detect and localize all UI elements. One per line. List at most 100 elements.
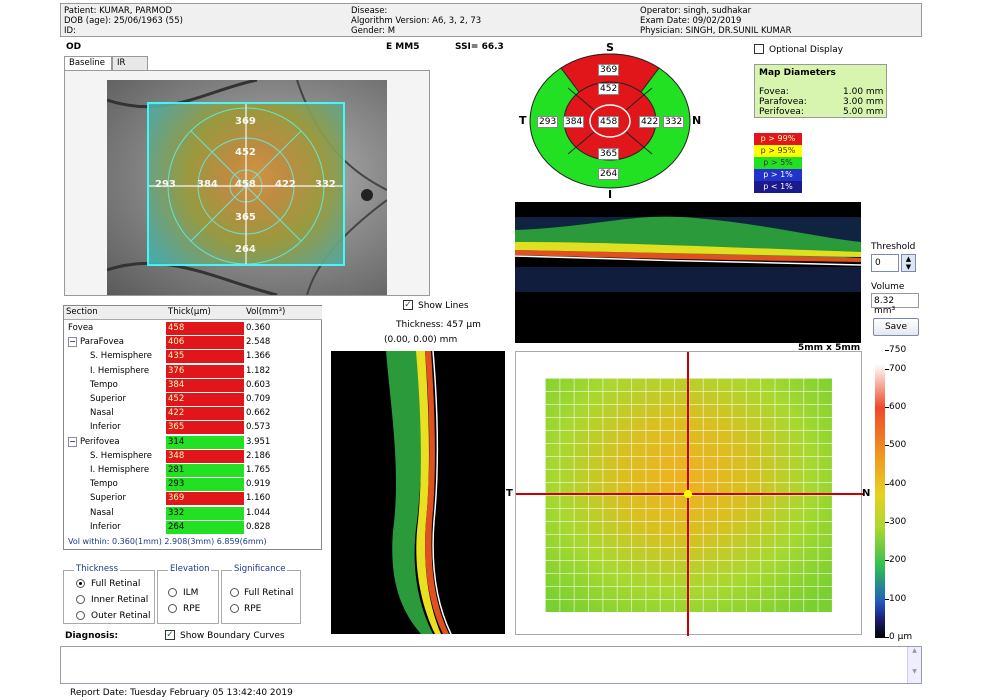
thickness-readout: Thickness: 457 µm <box>396 320 481 330</box>
collapse-toggle-icon[interactable]: − <box>68 436 77 447</box>
collapse-toggle-icon[interactable]: − <box>68 337 77 348</box>
coord-readout: (0.00, 0.00) mm <box>384 335 458 345</box>
volume-value: 8.32 mm³ <box>871 293 919 316</box>
section-label: Nasal <box>90 408 114 419</box>
show-lines-label: Show Lines <box>418 301 469 311</box>
report-date: Report Date: Tuesday February 05 13:42:4… <box>70 688 293 698</box>
table-row[interactable]: Nasal 332 1.044 <box>64 506 322 521</box>
fundus-val-superior-inner: 452 <box>235 147 256 158</box>
table-row[interactable]: Superior 452 0.709 <box>64 393 322 407</box>
table-row[interactable]: Inferior 365 0.573 <box>64 421 322 435</box>
show-lines-checkbox[interactable]: ✓ <box>403 300 413 310</box>
sig-full-retinal-label: Full Retinal <box>244 588 294 598</box>
table-row[interactable]: − ParaFovea 406 2.548 <box>64 336 322 350</box>
map-axis-t: T <box>506 488 513 499</box>
threshold-spinner[interactable]: ▲ ▼ <box>901 254 916 272</box>
volume-value: 0.573 <box>246 422 271 433</box>
thickness-value: 332 <box>168 507 185 518</box>
operator: Operator: singh, sudhakar <box>640 6 752 16</box>
table-row[interactable]: I. Hemisphere 281 1.765 <box>64 464 322 478</box>
table-row[interactable]: − Perifovea 314 3.951 <box>64 435 322 450</box>
thickness-status-cell <box>166 421 244 435</box>
show-boundary-checkbox[interactable]: ✓ <box>165 630 175 640</box>
eye-label: OD <box>66 42 82 52</box>
volume-value: 1.366 <box>246 351 271 362</box>
elevation-group: Elevation ILM RPE <box>157 564 219 624</box>
sig-full-retinal-radio[interactable] <box>230 588 239 597</box>
thickness-color-map[interactable] <box>515 351 863 636</box>
patient-header: Patient: KUMAR, PARMOD DOB (age): 25/06/… <box>60 3 922 37</box>
fundus-val-inferior-inner: 365 <box>235 212 256 223</box>
outer-retinal-label: Outer Retinal <box>91 611 151 621</box>
thickness-value: 281 <box>168 465 185 475</box>
rpe-elevation-radio[interactable] <box>168 604 177 613</box>
fundus-val-inferior-outer: 264 <box>235 244 256 255</box>
table-row[interactable]: Nasal 422 0.662 <box>64 407 322 421</box>
section-label: Inferior <box>90 521 121 532</box>
colorbar-tick-mark <box>885 560 889 561</box>
patient-id: ID: <box>64 26 76 36</box>
table-row[interactable]: Superior 369 1.160 <box>64 492 322 506</box>
table-row[interactable]: Tempo 384 0.603 <box>64 378 322 393</box>
etdrs-label-s: S <box>606 41 614 54</box>
fovea-label: Fovea: <box>759 87 789 97</box>
volume-summary: Vol within: 0.360(1mm) 2.908(3mm) 6.859(… <box>68 537 267 546</box>
thickness-value: 384 <box>168 379 185 390</box>
etdrs-diagram <box>529 53 691 189</box>
threshold-input[interactable]: 0 <box>871 254 899 272</box>
colorbar-tick-label: 500 <box>889 440 907 450</box>
horizontal-bscan[interactable] <box>515 202 861 343</box>
inner-retinal-radio[interactable] <box>76 595 85 604</box>
volume-value: 2.186 <box>246 450 271 461</box>
table-row[interactable]: I. Hemisphere 376 1.182 <box>64 364 322 379</box>
show-boundary-label: Show Boundary Curves <box>180 631 285 641</box>
section-label: ParaFovea <box>80 337 124 348</box>
volume-value: 0.919 <box>246 479 271 490</box>
table-header-cell: Section <box>66 307 98 317</box>
thickness-value: 452 <box>168 394 185 404</box>
tab-ir[interactable]: IR <box>112 56 148 70</box>
legend-lt1: p < 1% <box>754 181 802 193</box>
colorbar-tick-mark <box>885 599 889 600</box>
volume-value: 3.951 <box>246 436 271 447</box>
ilm-radio[interactable] <box>168 588 177 597</box>
scan-type: E MM5 <box>386 42 420 52</box>
table-row[interactable]: Tempo 293 0.919 <box>64 478 322 492</box>
tab-baseline[interactable]: Baseline <box>64 56 112 71</box>
significance-group-title: Significance <box>232 564 288 574</box>
section-label: Tempo <box>90 379 118 390</box>
table-row[interactable]: Fovea 458 0.360 <box>64 322 322 336</box>
outer-retinal-radio[interactable] <box>76 611 85 620</box>
fundus-val-nasal-inner: 422 <box>275 179 296 190</box>
legend-p5: p > 5% <box>754 157 802 169</box>
sig-rpe-radio[interactable] <box>230 604 239 613</box>
table-row[interactable]: Inferior 264 0.828 <box>64 520 322 535</box>
optional-display-label: Optional Display <box>769 45 844 55</box>
table-row[interactable]: S. Hemisphere 435 1.366 <box>64 350 322 364</box>
save-button[interactable]: Save <box>873 318 919 336</box>
vertical-bscan[interactable] <box>331 351 505 634</box>
thickness-status-cell <box>166 449 244 463</box>
volume-value: 0.709 <box>246 394 271 404</box>
full-retinal-label: Full Retinal <box>91 579 141 589</box>
section-label: I. Hemisphere <box>90 365 150 376</box>
etdrs-label-t: T <box>519 114 527 127</box>
thickness-status-cell <box>166 364 244 378</box>
diagnosis-scrollbar[interactable]: ▲ ▼ <box>907 647 921 683</box>
fundus-image-panel: 369 452 293 384 458 422 332 365 264 <box>64 70 430 296</box>
etdrs-label-n: N <box>692 114 702 127</box>
thickness-status-cell <box>166 393 244 406</box>
optional-display-checkbox[interactable] <box>754 44 764 54</box>
full-retinal-radio[interactable] <box>76 579 85 588</box>
elevation-group-title: Elevation <box>168 564 212 574</box>
diagnosis-textarea[interactable]: ▲ ▼ <box>60 646 922 684</box>
thickness-group: Thickness Full Retinal Inner Retinal Out… <box>63 564 155 624</box>
thickness-value: 376 <box>168 365 185 376</box>
physician: Physician: SINGH, DR.SUNIL KUMAR <box>640 26 792 36</box>
table-row[interactable]: S. Hemisphere 348 2.186 <box>64 449 322 464</box>
etdrs-nasal-outer: 332 <box>663 116 685 128</box>
table-header: Section Thick(µm) Vol(mm³) <box>64 306 322 320</box>
perifovea-label: Perifovea: <box>759 107 804 117</box>
section-label: I. Hemisphere <box>90 465 150 475</box>
thickness-overlay[interactable]: 369 452 293 384 458 422 332 365 264 <box>147 102 345 266</box>
